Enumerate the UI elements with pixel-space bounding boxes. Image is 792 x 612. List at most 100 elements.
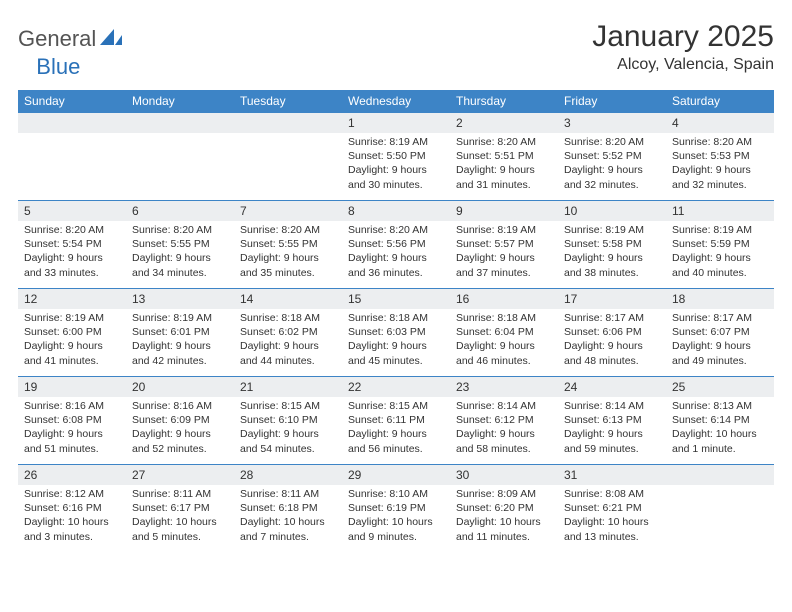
day-details: Sunrise: 8:18 AMSunset: 6:02 PMDaylight:… [234,309,342,372]
day-number: 18 [666,289,774,309]
day-details: Sunrise: 8:15 AMSunset: 6:11 PMDaylight:… [342,397,450,460]
day-number: 1 [342,113,450,133]
day-details: Sunrise: 8:19 AMSunset: 5:59 PMDaylight:… [666,221,774,284]
day-number: 19 [18,377,126,397]
calendar-cell [666,465,774,553]
day-number: 11 [666,201,774,221]
calendar-cell: 10Sunrise: 8:19 AMSunset: 5:58 PMDayligh… [558,201,666,289]
calendar-cell: 22Sunrise: 8:15 AMSunset: 6:11 PMDayligh… [342,377,450,465]
day-details: Sunrise: 8:12 AMSunset: 6:16 PMDaylight:… [18,485,126,548]
day-details: Sunrise: 8:10 AMSunset: 6:19 PMDaylight:… [342,485,450,548]
weekday-thursday: Thursday [450,90,558,113]
day-details: Sunrise: 8:13 AMSunset: 6:14 PMDaylight:… [666,397,774,460]
calendar-cell [126,113,234,201]
calendar-cell: 21Sunrise: 8:15 AMSunset: 6:10 PMDayligh… [234,377,342,465]
day-details: Sunrise: 8:16 AMSunset: 6:09 PMDaylight:… [126,397,234,460]
day-details: Sunrise: 8:19 AMSunset: 5:58 PMDaylight:… [558,221,666,284]
day-number: 23 [450,377,558,397]
calendar-cell: 11Sunrise: 8:19 AMSunset: 5:59 PMDayligh… [666,201,774,289]
day-number: 26 [18,465,126,485]
calendar-cell: 24Sunrise: 8:14 AMSunset: 6:13 PMDayligh… [558,377,666,465]
day-number: 17 [558,289,666,309]
location: Alcoy, Valencia, Spain [592,56,774,74]
day-details: Sunrise: 8:19 AMSunset: 6:01 PMDaylight:… [126,309,234,372]
day-details: Sunrise: 8:11 AMSunset: 6:18 PMDaylight:… [234,485,342,548]
calendar-row: 26Sunrise: 8:12 AMSunset: 6:16 PMDayligh… [18,465,774,553]
calendar-cell: 23Sunrise: 8:14 AMSunset: 6:12 PMDayligh… [450,377,558,465]
day-details: Sunrise: 8:20 AMSunset: 5:55 PMDaylight:… [234,221,342,284]
logo-sail-icon [100,29,122,50]
day-number: 12 [18,289,126,309]
calendar-cell: 17Sunrise: 8:17 AMSunset: 6:06 PMDayligh… [558,289,666,377]
calendar-cell: 2Sunrise: 8:20 AMSunset: 5:51 PMDaylight… [450,113,558,201]
calendar-row: 12Sunrise: 8:19 AMSunset: 6:00 PMDayligh… [18,289,774,377]
calendar-row: 1Sunrise: 8:19 AMSunset: 5:50 PMDaylight… [18,113,774,201]
day-details: Sunrise: 8:15 AMSunset: 6:10 PMDaylight:… [234,397,342,460]
day-number: 9 [450,201,558,221]
day-number: 13 [126,289,234,309]
calendar-cell: 31Sunrise: 8:08 AMSunset: 6:21 PMDayligh… [558,465,666,553]
calendar-cell: 12Sunrise: 8:19 AMSunset: 6:00 PMDayligh… [18,289,126,377]
calendar-cell: 28Sunrise: 8:11 AMSunset: 6:18 PMDayligh… [234,465,342,553]
month-title: January 2025 [592,20,774,54]
day-number: 28 [234,465,342,485]
day-number: 8 [342,201,450,221]
calendar-cell: 27Sunrise: 8:11 AMSunset: 6:17 PMDayligh… [126,465,234,553]
calendar-cell: 26Sunrise: 8:12 AMSunset: 6:16 PMDayligh… [18,465,126,553]
calendar-cell: 15Sunrise: 8:18 AMSunset: 6:03 PMDayligh… [342,289,450,377]
day-details: Sunrise: 8:19 AMSunset: 6:00 PMDaylight:… [18,309,126,372]
day-details: Sunrise: 8:09 AMSunset: 6:20 PMDaylight:… [450,485,558,548]
day-number: 4 [666,113,774,133]
calendar-cell: 16Sunrise: 8:18 AMSunset: 6:04 PMDayligh… [450,289,558,377]
day-number: 14 [234,289,342,309]
day-details: Sunrise: 8:20 AMSunset: 5:52 PMDaylight:… [558,133,666,196]
day-details: Sunrise: 8:19 AMSunset: 5:57 PMDaylight:… [450,221,558,284]
day-number: 29 [342,465,450,485]
day-details: Sunrise: 8:08 AMSunset: 6:21 PMDaylight:… [558,485,666,548]
calendar-cell: 18Sunrise: 8:17 AMSunset: 6:07 PMDayligh… [666,289,774,377]
day-details: Sunrise: 8:20 AMSunset: 5:54 PMDaylight:… [18,221,126,284]
day-number: 30 [450,465,558,485]
weekday-sunday: Sunday [18,90,126,113]
day-details: Sunrise: 8:20 AMSunset: 5:51 PMDaylight:… [450,133,558,196]
logo: General [18,26,124,52]
weekday-saturday: Saturday [666,90,774,113]
day-details: Sunrise: 8:14 AMSunset: 6:12 PMDaylight:… [450,397,558,460]
day-number: 22 [342,377,450,397]
calendar-cell: 6Sunrise: 8:20 AMSunset: 5:55 PMDaylight… [126,201,234,289]
day-number: 15 [342,289,450,309]
day-number: 21 [234,377,342,397]
day-number: 6 [126,201,234,221]
weekday-monday: Monday [126,90,234,113]
day-details: Sunrise: 8:14 AMSunset: 6:13 PMDaylight:… [558,397,666,460]
calendar-cell [18,113,126,201]
day-number: 20 [126,377,234,397]
calendar-cell: 8Sunrise: 8:20 AMSunset: 5:56 PMDaylight… [342,201,450,289]
day-number: 16 [450,289,558,309]
calendar-cell: 1Sunrise: 8:19 AMSunset: 5:50 PMDaylight… [342,113,450,201]
weekday-friday: Friday [558,90,666,113]
day-details: Sunrise: 8:17 AMSunset: 6:07 PMDaylight:… [666,309,774,372]
weekday-tuesday: Tuesday [234,90,342,113]
weekday-row: Sunday Monday Tuesday Wednesday Thursday… [18,90,774,113]
day-details: Sunrise: 8:20 AMSunset: 5:56 PMDaylight:… [342,221,450,284]
title-block: January 2025 Alcoy, Valencia, Spain [592,20,774,74]
day-details: Sunrise: 8:18 AMSunset: 6:04 PMDaylight:… [450,309,558,372]
day-number: 3 [558,113,666,133]
calendar-cell: 4Sunrise: 8:20 AMSunset: 5:53 PMDaylight… [666,113,774,201]
day-details: Sunrise: 8:11 AMSunset: 6:17 PMDaylight:… [126,485,234,548]
calendar-cell: 13Sunrise: 8:19 AMSunset: 6:01 PMDayligh… [126,289,234,377]
calendar-cell: 20Sunrise: 8:16 AMSunset: 6:09 PMDayligh… [126,377,234,465]
day-details: Sunrise: 8:20 AMSunset: 5:55 PMDaylight:… [126,221,234,284]
day-number: 24 [558,377,666,397]
day-number: 31 [558,465,666,485]
calendar-cell: 14Sunrise: 8:18 AMSunset: 6:02 PMDayligh… [234,289,342,377]
calendar-cell: 9Sunrise: 8:19 AMSunset: 5:57 PMDaylight… [450,201,558,289]
day-details: Sunrise: 8:20 AMSunset: 5:53 PMDaylight:… [666,133,774,196]
calendar-cell: 19Sunrise: 8:16 AMSunset: 6:08 PMDayligh… [18,377,126,465]
calendar-cell: 29Sunrise: 8:10 AMSunset: 6:19 PMDayligh… [342,465,450,553]
day-number: 2 [450,113,558,133]
weekday-wednesday: Wednesday [342,90,450,113]
calendar-cell: 3Sunrise: 8:20 AMSunset: 5:52 PMDaylight… [558,113,666,201]
day-number: 5 [18,201,126,221]
